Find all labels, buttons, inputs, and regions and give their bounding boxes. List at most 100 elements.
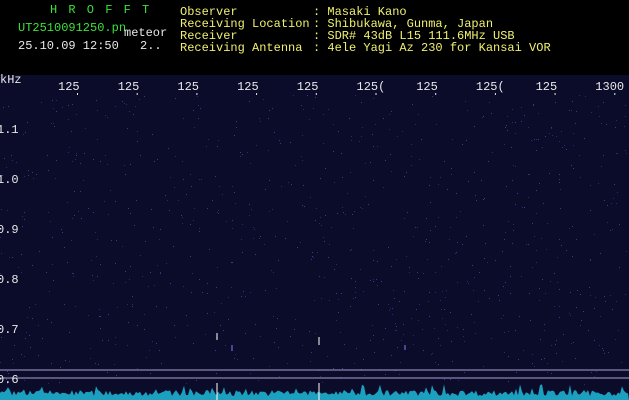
noise-dot bbox=[269, 366, 270, 367]
noise-dot bbox=[24, 176, 25, 177]
noise-dot bbox=[460, 211, 461, 212]
noise-dot bbox=[192, 273, 193, 274]
noise-dot bbox=[372, 325, 373, 326]
noise-dot bbox=[373, 250, 374, 251]
noise-dot bbox=[336, 293, 337, 294]
noise-dot bbox=[362, 208, 363, 209]
noise-dot bbox=[452, 361, 453, 362]
noise-dot bbox=[130, 164, 131, 165]
noise-dot bbox=[42, 338, 43, 339]
noise-dot bbox=[237, 359, 238, 360]
noise-dot bbox=[584, 384, 585, 385]
noise-dot bbox=[524, 115, 525, 116]
noise-dot bbox=[207, 313, 208, 314]
x-label: 125 bbox=[58, 80, 80, 94]
noise-dot bbox=[24, 356, 25, 357]
noise-dot bbox=[370, 340, 371, 341]
noise-dot bbox=[52, 100, 53, 101]
noise-dot bbox=[272, 209, 273, 210]
noise-dot bbox=[491, 113, 492, 114]
noise-dot bbox=[373, 260, 374, 261]
noise-dot bbox=[137, 325, 138, 326]
noise-dot bbox=[324, 277, 325, 278]
noise-dot bbox=[394, 298, 395, 299]
noise-dot bbox=[547, 372, 548, 373]
noise-dot bbox=[505, 127, 506, 128]
noise-dot bbox=[355, 297, 356, 298]
noise-dot bbox=[413, 236, 414, 237]
noise-dot bbox=[279, 140, 280, 141]
noise-dot bbox=[236, 127, 237, 128]
noise-dot bbox=[97, 110, 98, 111]
noise-dot bbox=[181, 215, 182, 216]
noise-dot bbox=[355, 95, 356, 96]
noise-dot bbox=[404, 218, 405, 219]
noise-dot bbox=[62, 107, 63, 108]
noise-dot bbox=[429, 292, 430, 293]
noise-dot bbox=[35, 304, 36, 305]
noise-dot bbox=[545, 136, 546, 137]
y-label: 1.0 bbox=[0, 173, 19, 187]
noise-dot bbox=[426, 239, 427, 240]
noise-dot bbox=[97, 239, 98, 240]
noise-dot bbox=[0, 273, 1, 274]
noise-dot bbox=[409, 267, 410, 268]
noise-dot bbox=[532, 354, 533, 355]
noise-dot bbox=[538, 113, 539, 114]
noise-dot bbox=[148, 286, 149, 287]
noise-dot bbox=[243, 291, 244, 292]
noise-dot bbox=[161, 363, 162, 364]
noise-dot bbox=[107, 164, 108, 165]
noise-dot bbox=[16, 162, 17, 163]
noise-dot bbox=[571, 165, 572, 166]
noise-dot bbox=[191, 292, 192, 293]
noise-dot bbox=[399, 374, 400, 375]
noise-dot bbox=[333, 151, 334, 152]
noise-dot bbox=[28, 175, 29, 176]
noise-dot bbox=[542, 147, 543, 148]
noise-dot bbox=[616, 203, 617, 204]
noise-dot bbox=[624, 126, 625, 127]
noise-dot bbox=[307, 95, 308, 96]
noise-dot bbox=[418, 320, 419, 321]
x-tick bbox=[435, 93, 437, 95]
noise-dot bbox=[499, 300, 500, 301]
noise-dot bbox=[160, 273, 161, 274]
noise-dot bbox=[403, 324, 404, 325]
noise-dot bbox=[174, 187, 175, 188]
noise-dot bbox=[404, 176, 405, 177]
noise-dot bbox=[183, 179, 184, 180]
noise-dot bbox=[603, 155, 604, 156]
noise-dot bbox=[550, 281, 551, 282]
noise-dot bbox=[11, 132, 12, 133]
noise-dot bbox=[116, 240, 117, 241]
noise-dot bbox=[295, 165, 296, 166]
noise-dot bbox=[484, 198, 485, 199]
noise-dot bbox=[297, 247, 298, 248]
noise-dot bbox=[208, 139, 209, 140]
noise-dot bbox=[24, 380, 25, 381]
noise-dot bbox=[351, 278, 352, 279]
noise-dot bbox=[71, 240, 72, 241]
noise-dot bbox=[581, 320, 582, 321]
noise-dot bbox=[625, 294, 626, 295]
noise-dot bbox=[381, 281, 382, 282]
noise-dot bbox=[255, 324, 256, 325]
noise-dot bbox=[127, 304, 128, 305]
noise-dot bbox=[481, 180, 482, 181]
noise-dot bbox=[281, 186, 282, 187]
noise-dot bbox=[531, 140, 532, 141]
noise-dot bbox=[599, 345, 600, 346]
noise-dot bbox=[6, 167, 7, 168]
noise-dot bbox=[396, 259, 397, 260]
noise-dot bbox=[209, 249, 210, 250]
noise-dot bbox=[611, 203, 612, 204]
noise-dot bbox=[526, 244, 527, 245]
noise-dot bbox=[277, 318, 278, 319]
noise-dot bbox=[474, 172, 475, 173]
noise-dot bbox=[391, 111, 392, 112]
noise-dot bbox=[168, 148, 169, 149]
noise-dot bbox=[23, 134, 24, 135]
noise-dot bbox=[92, 275, 93, 276]
